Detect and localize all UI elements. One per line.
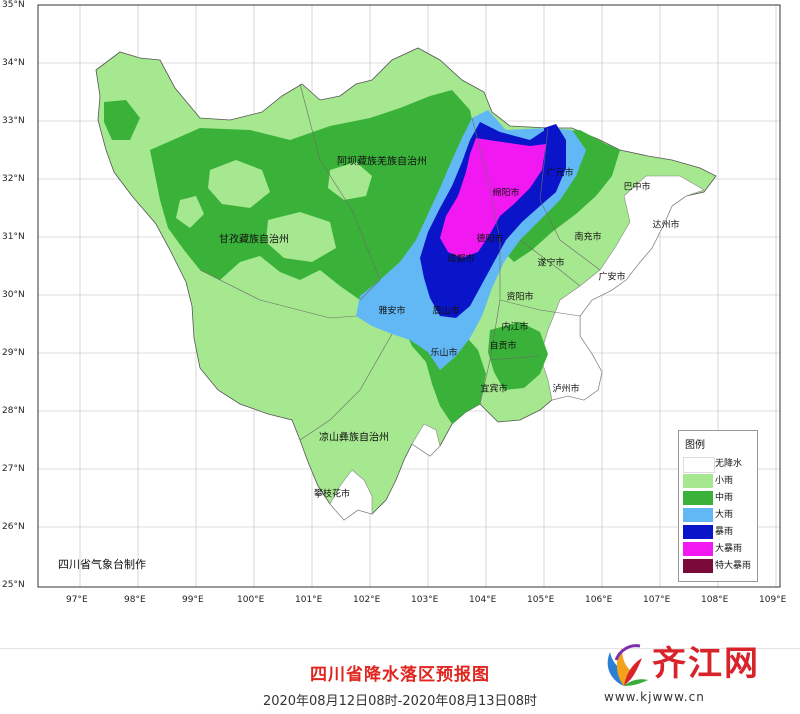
lon-label-102: 102°E: [353, 595, 381, 605]
lat-label-25: 25°N: [2, 580, 25, 590]
legend-swatch: [683, 542, 713, 556]
city-label-nanchong: 南充市: [574, 232, 602, 243]
city-label-leshan: 乐山市: [430, 348, 458, 359]
legend-swatch: [683, 474, 713, 488]
legend-label: 小雨: [715, 476, 734, 486]
city-label-ziyang: 资阳市: [506, 292, 534, 303]
lat-label-32: 32°N: [2, 174, 25, 184]
city-label-zigong: 自贡市: [489, 341, 517, 352]
city-label-panzhihua: 攀枝花市: [313, 489, 351, 500]
lon-label-103: 103°E: [411, 595, 439, 605]
city-label-dazhou: 达州市: [652, 220, 680, 231]
lat-label-30: 30°N: [2, 290, 25, 300]
city-label-luzhou: 泸州市: [552, 384, 580, 395]
legend-item: 中雨: [683, 491, 755, 505]
legend-label: 大暴雨: [715, 544, 743, 554]
legend-item: 大暴雨: [683, 542, 755, 556]
city-label-deyang: 德阳市: [476, 234, 504, 245]
watermark-logo-icon: [607, 644, 648, 686]
lon-label-105: 105°E: [527, 595, 555, 605]
forecast-map: 35°N 34°N 33°N 32°N 31°N 30°N 29°N 28°N …: [2, 0, 787, 605]
legend-item: 无降水: [683, 457, 755, 473]
legend-label: 暴雨: [715, 527, 734, 537]
city-label-yaan: 雅安市: [378, 306, 406, 317]
legend-label: 无降水: [715, 459, 743, 469]
lon-label-109: 109°E: [759, 595, 787, 605]
city-label-chengdu: 成都市: [447, 254, 475, 265]
lat-label-34: 34°N: [2, 58, 25, 68]
issuer-credit: 四川省气象台制作: [58, 558, 146, 571]
lat-label-29: 29°N: [2, 348, 25, 358]
map-period: 2020年08月12日08时-2020年08月13日08时: [262, 694, 538, 709]
city-label-suining: 遂宁市: [537, 258, 565, 269]
lat-label-26: 26°N: [2, 522, 25, 532]
legend-swatch: [683, 508, 713, 522]
rainstorm-east-patch: [544, 124, 566, 186]
map-title: 四川省降水落区预报图: [310, 665, 490, 685]
legend-item: 小雨: [683, 474, 755, 488]
city-label-yibin: 宜宾市: [480, 384, 508, 395]
lon-label-104: 104°E: [469, 595, 497, 605]
lon-label-98: 98°E: [124, 595, 146, 605]
light-rain-inner-patches: [176, 160, 372, 302]
south-no-rain: [411, 423, 441, 457]
lon-label-97: 97°E: [66, 595, 88, 605]
lat-label-28: 28°N: [2, 406, 25, 416]
region-label-aba: 阿坝藏族羌族自治州: [337, 156, 427, 168]
region-label-ganzi: 甘孜藏族自治州: [219, 234, 289, 246]
city-label-guangyuan: 广元市: [546, 168, 574, 179]
city-label-bazhong: 巴中市: [623, 182, 651, 193]
prefecture-boundaries: [199, 83, 601, 441]
plot-border: [37, 4, 781, 588]
lat-label-27: 27°N: [2, 464, 25, 474]
lat-label-35: 35°N: [2, 0, 25, 10]
legend-label: 特大暴雨: [715, 561, 752, 571]
legend-item: 大雨: [683, 508, 755, 522]
southwest-no-rain: [329, 469, 373, 521]
legend-label: 大雨: [715, 510, 734, 520]
legend-label: 中雨: [715, 493, 734, 503]
legend-swatch: [683, 559, 713, 573]
city-label-guangan: 广安市: [598, 272, 626, 283]
legend-swatch: [683, 525, 713, 539]
severe-rainstorm-area: [440, 138, 546, 258]
watermark-text: 齐江网: [652, 644, 760, 684]
footer-divider: [0, 648, 800, 649]
city-label-mianyang: 绵阳市: [492, 188, 520, 199]
lon-label-99: 99°E: [182, 595, 204, 605]
east-no-rain: [539, 175, 705, 401]
legend-item: 暴雨: [683, 525, 755, 539]
lon-label-106: 106°E: [585, 595, 613, 605]
lon-label-100: 100°E: [237, 595, 265, 605]
site-watermark: 齐江网 www.kjwww.cn: [596, 632, 796, 712]
lon-label-101: 101°E: [295, 595, 323, 605]
region-label-liangshan: 凉山彝族自治州: [319, 432, 389, 444]
legend-swatch: [683, 491, 713, 505]
legend-swatch: [683, 457, 715, 473]
map-svg: [37, 4, 781, 588]
map-legend: 图例 无降水 小雨 中雨 大雨 暴雨 大暴雨 特大暴雨: [678, 430, 758, 582]
lon-label-107: 107°E: [643, 595, 671, 605]
legend-item: 特大暴雨: [683, 559, 755, 573]
lon-label-108: 108°E: [701, 595, 729, 605]
legend-title: 图例: [685, 440, 705, 451]
watermark-url: www.kjwww.cn: [604, 690, 705, 704]
city-label-meishan: 眉山市: [432, 306, 460, 317]
city-label-neijiang: 内江市: [501, 322, 529, 333]
lat-label-31: 31°N: [2, 232, 25, 242]
lat-label-33: 33°N: [2, 116, 25, 126]
